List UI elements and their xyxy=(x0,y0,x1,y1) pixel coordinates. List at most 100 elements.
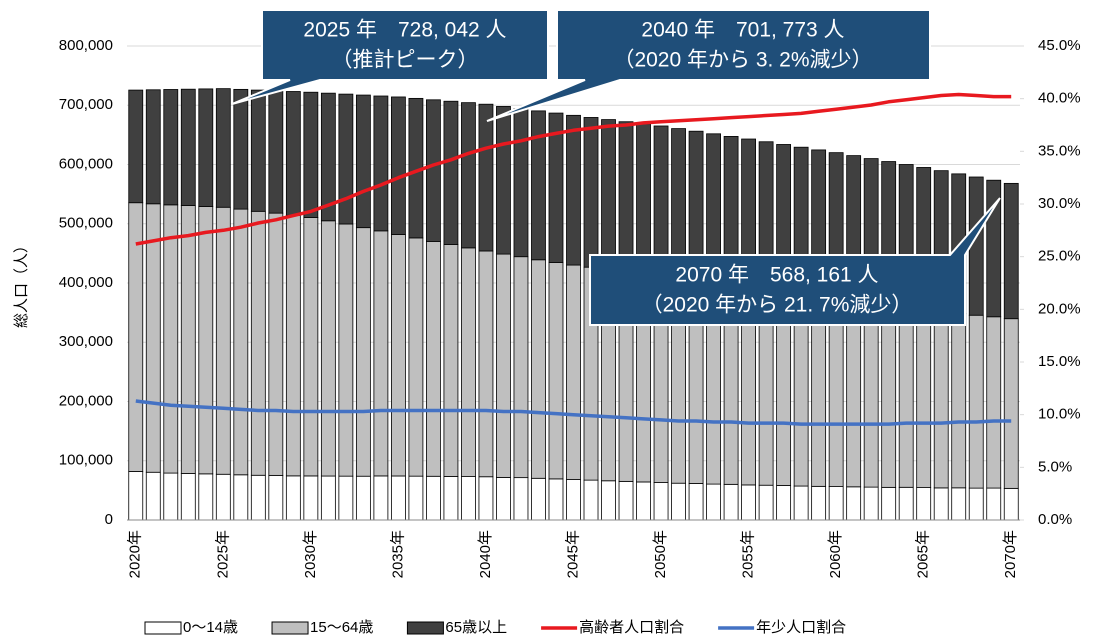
annotation: 2040 年 701, 773 人 xyxy=(641,19,844,42)
bar-segment xyxy=(180,473,196,521)
bar-segment xyxy=(618,121,634,272)
bar-segment xyxy=(671,482,686,521)
legend-label: 65歳以上 xyxy=(445,619,507,636)
bar-segment xyxy=(320,92,336,222)
bar-segment xyxy=(373,95,389,232)
legend-label: 高齢者人口割合 xyxy=(579,619,684,636)
bar-segment xyxy=(408,475,424,521)
y2-tick-label: 30.0% xyxy=(1038,195,1081,212)
bar-segment xyxy=(741,484,757,521)
bar-segment xyxy=(355,475,371,521)
y-tick-label: 500,000 xyxy=(59,215,113,232)
x-tick-label: 2045年 xyxy=(564,530,581,578)
bar-segment xyxy=(653,482,669,521)
bar-segment xyxy=(478,250,494,478)
bar-segment xyxy=(513,477,529,521)
bar-segment xyxy=(776,485,792,521)
x-tick-label: 2055年 xyxy=(740,530,757,578)
bar-segment xyxy=(390,234,406,477)
bar-segment xyxy=(268,474,284,521)
bar-segment xyxy=(531,110,546,261)
bar-segment xyxy=(461,476,476,521)
x-tick-label: 2060年 xyxy=(827,530,844,578)
bar-segment xyxy=(198,88,214,207)
bar-segment xyxy=(250,474,266,521)
bar-segment xyxy=(180,205,196,474)
bar-segment xyxy=(548,112,564,263)
bar-segment xyxy=(618,480,634,521)
bar-segment xyxy=(180,88,196,206)
bar-segment xyxy=(811,485,827,521)
bar-segment xyxy=(706,483,721,521)
y2-tick-label: 25.0% xyxy=(1038,248,1081,265)
bar-segment xyxy=(968,487,984,521)
bar-segment xyxy=(268,90,284,214)
y-tick-label: 600,000 xyxy=(59,155,113,172)
bar-segment xyxy=(198,206,214,475)
bar-segment xyxy=(863,300,879,488)
y2-tick-label: 15.0% xyxy=(1038,353,1081,370)
bar-segment xyxy=(320,475,336,521)
y-tick-label: 300,000 xyxy=(59,333,113,350)
bar-segment xyxy=(303,475,319,521)
bar-segment xyxy=(443,476,459,521)
x-tick-label: 2065年 xyxy=(915,530,932,578)
bar-segment xyxy=(1003,487,1019,521)
callout-box xyxy=(231,9,549,105)
y2-tick-label: 45.0% xyxy=(1038,37,1081,54)
bar-segment xyxy=(443,100,459,245)
bar-segment xyxy=(916,308,932,488)
bar-segment xyxy=(285,214,301,477)
bar-segment xyxy=(128,89,144,204)
bar-segment xyxy=(163,472,179,521)
x-tick-label: 2070年 xyxy=(1002,530,1019,578)
bar-segment xyxy=(601,480,616,521)
bar-segment xyxy=(215,206,231,475)
bar-segment xyxy=(496,106,511,255)
bar-segment xyxy=(443,244,459,477)
legend-label: 0～14歳 xyxy=(183,619,238,636)
bar-segment xyxy=(933,487,949,521)
annotation: （推計ピーク） xyxy=(332,49,479,72)
bar-segment xyxy=(163,89,179,206)
bar-segment xyxy=(408,237,424,477)
bar-segment xyxy=(601,119,616,270)
bar-segment xyxy=(303,91,319,218)
bar-segment xyxy=(338,93,354,225)
y-tick-label: 400,000 xyxy=(59,274,113,291)
y2-tick-label: 40.0% xyxy=(1038,90,1081,107)
bar-segment xyxy=(390,475,406,521)
annotation: 2025 年 728, 042 人 xyxy=(303,19,506,42)
x-tick-label: 2040年 xyxy=(477,530,494,578)
bar-segment xyxy=(355,94,371,229)
bar-segment xyxy=(828,486,844,521)
bar-segment xyxy=(566,114,581,266)
x-tick-label: 2050年 xyxy=(652,530,669,578)
callout-box xyxy=(589,197,1001,326)
legend-swatch xyxy=(271,621,309,635)
bar-segment xyxy=(461,247,476,477)
legend-label: 15～64歳 xyxy=(310,619,373,636)
line xyxy=(135,399,1012,426)
bar-segment xyxy=(373,475,389,521)
legend: 0～14歳 15～64歳 65歳以上 高齢者人口割合 年少人口割合 xyxy=(144,619,846,636)
bar-segment xyxy=(531,259,546,479)
bar-segment xyxy=(566,264,581,480)
bar-segment xyxy=(338,475,354,521)
bar-segment xyxy=(636,481,651,521)
y2-tick-label: 10.0% xyxy=(1038,406,1081,423)
bar-segment xyxy=(968,314,984,489)
bar-segment xyxy=(320,220,336,477)
annotation: 2070 年 568, 161 人 xyxy=(675,264,878,287)
bar-segment xyxy=(986,316,1002,489)
line xyxy=(135,92,1012,246)
y2-tick-label: 35.0% xyxy=(1038,142,1081,159)
bar-segment xyxy=(1003,182,1019,320)
bar-segment xyxy=(513,108,529,258)
bar-segment xyxy=(846,486,862,521)
x-tick-label: 2020年 xyxy=(127,530,144,578)
bar-segment xyxy=(215,473,231,521)
bar-segment xyxy=(951,487,967,521)
legend-label: 年少人口割合 xyxy=(756,619,846,636)
